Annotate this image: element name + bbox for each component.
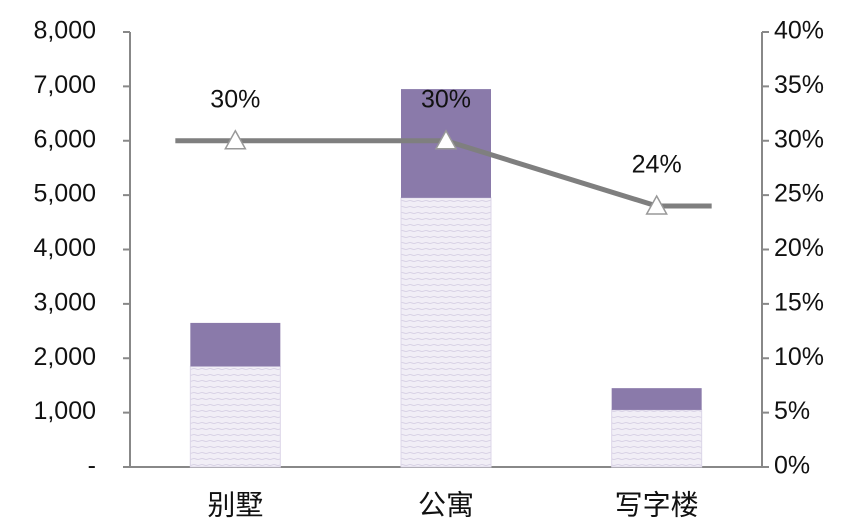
y2-tick-label: 20% [774,234,824,262]
y2-tick-label: 25% [774,180,824,208]
y-tick-label: 3,000 [33,288,96,316]
y2-tick-label: 5% [774,397,810,425]
y2-tick-label: 30% [774,125,824,153]
y-tick-label: 6,000 [33,125,96,153]
data-label: 30% [210,85,260,113]
y2-tick-label: 10% [774,343,824,371]
y-tick-label: 7,000 [33,71,96,99]
line-marker [645,194,668,215]
y-tick-label: 5,000 [33,180,96,208]
x-tick-label: 公寓 [418,489,474,520]
y-tick-label: 1,000 [33,397,96,425]
line-marker [224,129,247,150]
y2-tick-label: 15% [774,288,824,316]
y-tick-label: 2,000 [33,343,96,371]
bar-segment [400,197,492,468]
x-tick-label: 写字楼 [615,489,699,520]
y2-tick-label: 0% [774,452,810,480]
x-tick-label: 别墅 [207,489,263,520]
line-marker [434,129,458,150]
y-tick-label: 8,000 [33,17,96,45]
bar-segment [189,365,281,468]
data-label: 24% [632,151,682,179]
bar-segment [611,409,703,468]
bar-segment [611,388,702,410]
y-tick-label: - [88,452,96,480]
y2-tick-label: 40% [774,17,824,45]
data-label: 30% [421,85,471,113]
y-tick-label: 4,000 [33,234,96,262]
y2-tick-label: 35% [774,71,824,99]
bar-segment [190,322,281,367]
